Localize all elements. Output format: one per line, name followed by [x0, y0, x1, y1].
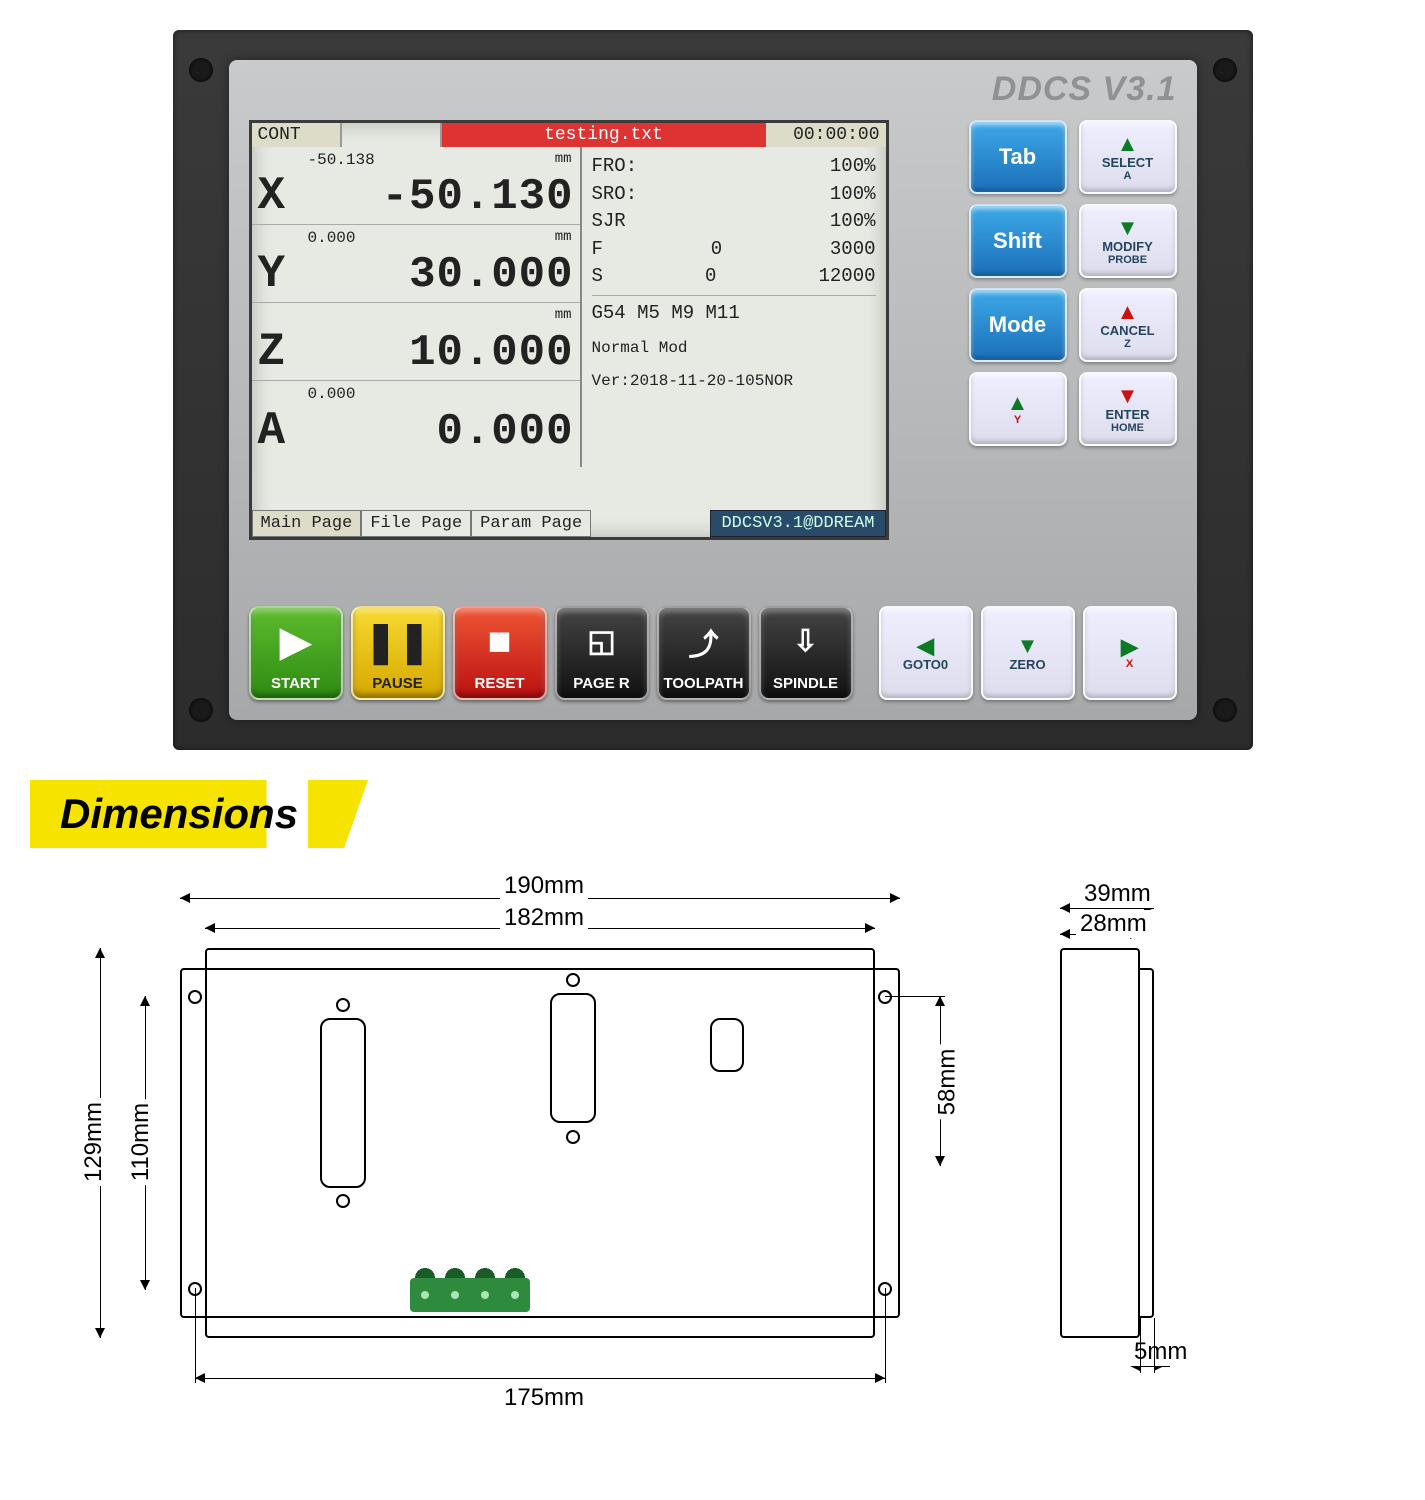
- mount-hole: [189, 698, 213, 722]
- toolpath-button[interactable]: ⤴TOOLPATH: [657, 606, 751, 700]
- lcd-tab[interactable]: File Page: [361, 510, 471, 537]
- axis-label: Y: [258, 248, 298, 300]
- brand-label: DDCS V3.1: [992, 70, 1177, 109]
- lcd-tab[interactable]: Param Page: [471, 510, 591, 537]
- axis-label: X: [258, 170, 298, 222]
- lcd-time: 00:00:00: [766, 123, 886, 147]
- zero-key[interactable]: ▼ZERO: [981, 606, 1075, 700]
- y-plus-key[interactable]: ▲Y: [969, 372, 1067, 446]
- dimensions-header: Dimensions: [30, 780, 368, 848]
- shift-key[interactable]: Shift: [969, 204, 1067, 278]
- dim-label: 28mm: [1076, 910, 1151, 938]
- front-view-drawing: 190mm 182mm 175mm 129mm 110mm: [30, 878, 990, 1418]
- cancel-z-key[interactable]: ▲CANCELZ: [1079, 288, 1177, 362]
- spindle-button[interactable]: ⇩SPINDLE: [759, 606, 853, 700]
- right-bottom-keys: ◀GOTO0 ▼ZERO ▶X: [879, 606, 1177, 700]
- lcd-tabs: Main Page File Page Param Page DDCSV3.1@…: [252, 510, 886, 537]
- lcd-screen: CONT testing.txt 00:00:00 X-50.138mm-50.…: [249, 120, 889, 540]
- goto0-key[interactable]: ◀GOTO0: [879, 606, 973, 700]
- lcd-mode: CONT: [252, 123, 342, 147]
- controller-photo: DDCS V3.1 CONT testing.txt 00:00:00 X-50…: [0, 0, 1425, 780]
- pause-button[interactable]: ❚❚PAUSE: [351, 606, 445, 700]
- select-a-key[interactable]: ▲SELECTA: [1079, 120, 1177, 194]
- dimensions-section: Dimensions: [0, 780, 1425, 1478]
- front-panel: DDCS V3.1 CONT testing.txt 00:00:00 X-50…: [229, 60, 1197, 720]
- pager-button[interactable]: ◱PAGE R: [555, 606, 649, 700]
- coords-table: X-50.138mm-50.130 Y0.000mm30.000 Zmm10.0…: [252, 147, 582, 467]
- dim-label: 110mm: [127, 1099, 155, 1185]
- dim-label: 175mm: [500, 1384, 588, 1412]
- terminal-block: [410, 1278, 530, 1312]
- bottom-button-row: ▶START ❚❚PAUSE ■RESET ◱PAGE R ⤴TOOLPATH …: [249, 606, 853, 700]
- mount-hole: [189, 58, 213, 82]
- bezel: DDCS V3.1 CONT testing.txt 00:00:00 X-50…: [173, 30, 1253, 750]
- right-blue-keys: Tab Shift Mode ▲Y: [969, 120, 1067, 446]
- mode-key[interactable]: Mode: [969, 288, 1067, 362]
- start-button[interactable]: ▶START: [249, 606, 343, 700]
- lcd-top-bar: CONT testing.txt 00:00:00: [252, 123, 886, 147]
- tab-key[interactable]: Tab: [969, 120, 1067, 194]
- axis-label: A: [258, 405, 298, 457]
- lcd-signature: DDCSV3.1@DDREAM: [710, 510, 885, 537]
- lcd-tab[interactable]: Main Page: [252, 510, 362, 537]
- x-plus-key[interactable]: ▶X: [1083, 606, 1177, 700]
- modify-probe-key[interactable]: ▼MODIFYPROBE: [1079, 204, 1177, 278]
- enter-home-key[interactable]: ▼ENTERHOME: [1079, 372, 1177, 446]
- axis-label: Z: [258, 326, 298, 378]
- coord-value: 0.000: [298, 407, 574, 457]
- coord-value: -50.130: [298, 172, 574, 222]
- status-panel: FRO:100% SRO:100% SJR100% F03000 S012000…: [582, 147, 886, 467]
- dim-label: 58mm: [933, 1045, 961, 1120]
- side-view-drawing: 39mm 28mm 5mm: [1030, 878, 1200, 1418]
- right-grey-keys: ▲SELECTA ▼MODIFYPROBE ▲CANCELZ ▼ENTERHOM…: [1079, 120, 1177, 446]
- coord-value: 30.000: [298, 250, 574, 300]
- coord-value: 10.000: [298, 328, 574, 378]
- mount-hole: [1213, 698, 1237, 722]
- reset-button[interactable]: ■RESET: [453, 606, 547, 700]
- dim-label: 190mm: [500, 872, 588, 900]
- dim-label: 129mm: [80, 1098, 108, 1186]
- dim-label: 182mm: [500, 904, 588, 932]
- dim-label: 39mm: [1080, 880, 1155, 908]
- mount-hole: [1213, 58, 1237, 82]
- lcd-filename: testing.txt: [442, 123, 766, 147]
